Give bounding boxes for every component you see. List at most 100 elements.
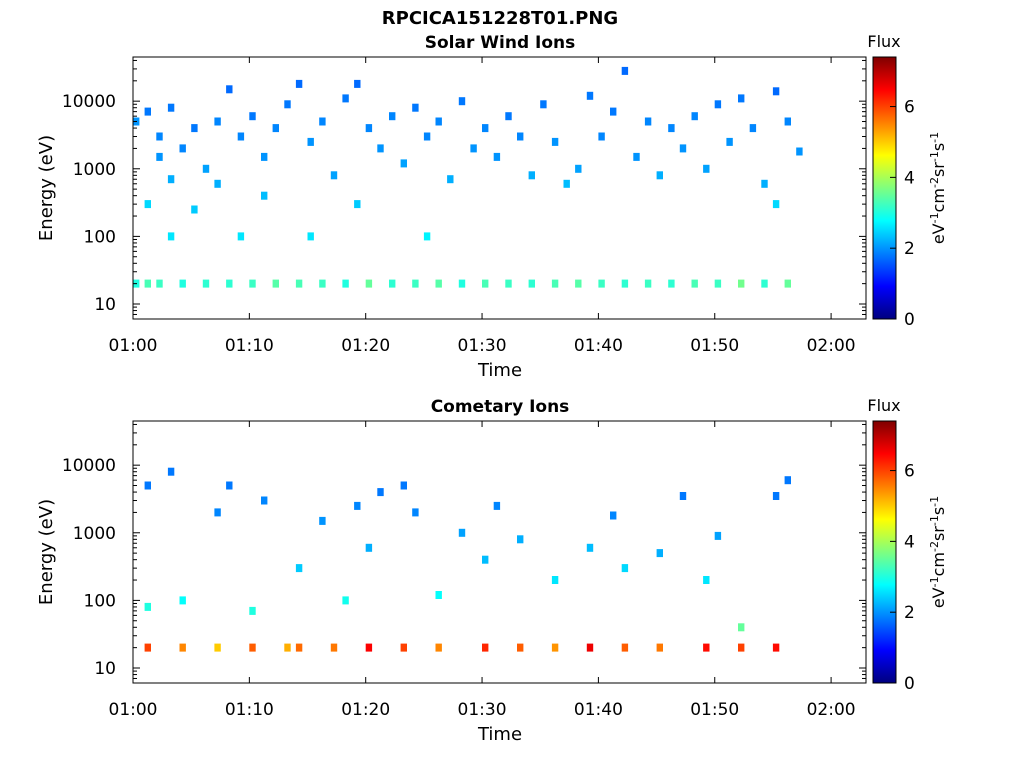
heatmap-cell [179,279,186,288]
heatmap-cell [644,279,652,288]
colorbar-tick-label: 4 [904,532,915,552]
heatmap-cell [144,481,151,490]
heatmap-cell [668,124,675,133]
colorbar-tick-label: 4 [904,168,915,188]
heatmap-cell [342,596,349,605]
heatmap-cell [598,279,605,288]
heatmap-cell [167,467,175,476]
heatmap-cell [214,643,221,652]
heatmap-cell [586,643,594,652]
colorbar-tick-label: 2 [904,603,915,623]
heatmap-cell [656,643,663,652]
heatmap-cell [563,179,570,188]
heatmap-cell [575,279,582,288]
heatmap-cell [703,576,710,584]
heatmap-cell [365,543,373,552]
panel-title-solar-wind: Solar Wind Ions [425,33,576,53]
y-axis-ticks-solar-wind: 10 100 1000 10000 [62,59,866,320]
heatmap-cell [144,107,151,116]
heatmap-cell [691,112,698,121]
heatmap-cell [214,179,221,188]
colorbar-tick-label: 6 [904,98,915,118]
colorbar-tick-label: 0 [904,674,915,694]
heatmap-cell [284,100,291,109]
heatmap-cell [738,643,745,652]
heatmap-cell [679,492,687,500]
heatmap-cell [784,279,791,288]
heatmap-cell [703,164,710,173]
heatmap-cell [249,279,256,288]
y-axis-ticks-cometary: 10 100 1000 10000 [62,423,866,684]
heatmap-cell [156,279,163,288]
heatmap-cell [272,124,279,133]
heatmap-cell [365,643,373,652]
panel-solar-wind: Solar Wind Ions 01:00 01:10 01:20 01:30 01:4… [36,32,948,381]
heatmap-cell [784,476,791,485]
heatmap-cell [644,117,652,126]
heatmap-cell [319,117,326,126]
heatmap-cell [621,66,629,75]
x-axis-label-solar-wind: Time [477,360,522,381]
y-tick-label: 10 [94,659,116,679]
heatmap-cell [179,144,186,153]
heatmap-cell [470,144,477,153]
heatmap-cell [144,279,151,288]
colorbar-unit-cometary: eV-1cm-2sr-1s-1 [928,496,949,608]
heatmap-cell [226,481,233,490]
heatmap-cell [179,643,186,652]
heatmap-cell [295,279,303,288]
x-tick-label: 01:20 [341,336,390,356]
heatmap-cell [342,94,349,103]
y-axis-label-solar-wind: Energy (eV) [36,135,57,241]
heatmap-cell [249,606,256,615]
heatmap-cell [586,91,594,100]
heatmap-cell [295,564,303,573]
y-tick-label: 10 [94,295,116,315]
heatmap-cell [167,232,175,241]
heatmap-cell [761,279,768,288]
x-axis-ticks-solar-wind: 01:00 01:10 01:20 01:30 01:40 01:50 02:00 [109,57,856,356]
x-tick-label: 01:10 [225,336,274,356]
heatmap-cell [167,175,175,184]
heatmap-cell [261,496,268,505]
heatmap-cell [295,643,303,652]
heatmap-cell [435,117,442,126]
heatmap-cell [482,124,489,133]
heatmap-cell [482,643,489,652]
y-tick-label: 1000 [73,524,116,544]
heatmap-cell [458,279,466,288]
heatmap-cell [354,200,361,209]
heatmap-cell [214,117,221,126]
x-axis-label-cometary: Time [477,724,522,745]
heatmap-cell [307,232,314,241]
heatmap-cell [772,87,780,96]
heatmap-cell [738,279,745,288]
heatmap-cell [284,643,291,652]
heatmap-cell [412,508,419,517]
heatmap-cell [691,279,698,288]
heatmap-cell [505,112,512,121]
heatmap-cell [261,152,268,161]
heatmap-cell [319,279,326,288]
heatmap-cell [505,279,512,288]
heatmap-cell [423,132,431,141]
heatmap-cell [551,643,559,652]
heatmap-cell [179,596,186,605]
heatmap-cell [354,79,361,88]
x-tick-label: 01:50 [690,336,739,356]
heatmap-cell [668,279,675,288]
x-tick-label: 01:40 [574,700,623,720]
heatmap-cell [482,555,489,564]
heatmap-cell [214,508,221,517]
heatmap-cell [144,643,151,652]
colorbar-tick-label: 6 [904,462,915,482]
colorbar-ticks-solar-wind: 0 2 4 6 [890,98,915,330]
heatmap-cell [365,124,373,133]
colorbar-tick-label: 2 [904,239,915,259]
heatmap-cell [354,501,361,510]
y-tick-label: 1000 [73,160,116,180]
heatmap-cell [772,200,780,209]
colorbar-ticks-cometary: 0 2 4 6 [890,462,915,694]
heatmap-cell [610,107,617,116]
colorbar-title-cometary: Flux [867,396,900,415]
